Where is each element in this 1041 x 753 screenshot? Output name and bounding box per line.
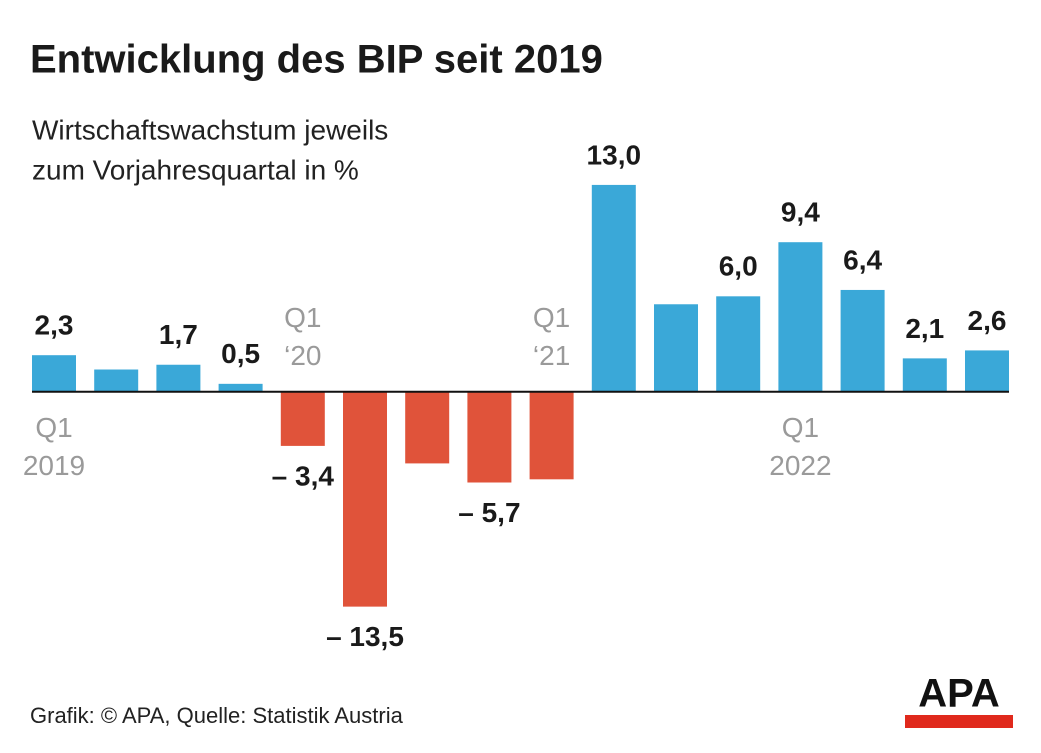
bar	[840, 289, 885, 392]
bar	[902, 358, 947, 392]
x-tick-label: 2022	[769, 450, 831, 481]
bar	[716, 296, 761, 392]
bar	[280, 391, 325, 446]
bar	[218, 383, 263, 392]
value-label: 2,1	[905, 313, 944, 344]
x-tick-label: Q1	[35, 412, 72, 443]
bar	[343, 391, 387, 607]
x-tick-label: 2019	[23, 450, 85, 481]
logo-bar	[905, 715, 1013, 728]
subtitle: zum Vorjahresquartal in %	[32, 154, 359, 185]
source: Grafik: © APA, Quelle: Statistik Austria	[30, 703, 404, 728]
x-tick-label: Q1	[533, 302, 570, 333]
value-label: – 13,5	[326, 621, 404, 652]
value-label: 6,4	[843, 244, 882, 275]
bar	[529, 391, 574, 480]
bar	[405, 391, 450, 464]
value-label: 6,0	[719, 251, 758, 282]
bar	[156, 364, 201, 392]
subtitle: Wirtschaftswachstum jeweils	[32, 114, 388, 145]
logo-text: APA	[918, 672, 999, 716]
bar	[94, 369, 139, 392]
bar	[467, 391, 512, 483]
bar	[654, 304, 698, 392]
value-label: 0,5	[221, 338, 260, 369]
x-tick-label: ‘20	[284, 340, 321, 371]
value-label: 13,0	[587, 139, 642, 170]
value-label: 2,3	[35, 310, 74, 341]
value-label: – 5,7	[458, 497, 520, 528]
value-label: 2,6	[968, 305, 1007, 336]
value-label: 1,7	[159, 319, 198, 350]
logo: APA	[905, 672, 1013, 728]
chart-title: Entwicklung des BIP seit 2019	[30, 38, 603, 82]
bar	[778, 242, 823, 392]
x-tick-label: ‘21	[533, 340, 570, 371]
bar	[591, 184, 636, 392]
bar	[32, 355, 76, 392]
bar	[965, 350, 1009, 392]
value-label: 9,4	[781, 197, 820, 228]
x-tick-label: Q1	[284, 302, 321, 333]
x-tick-label: Q1	[782, 412, 819, 443]
value-label: – 3,4	[272, 460, 335, 491]
